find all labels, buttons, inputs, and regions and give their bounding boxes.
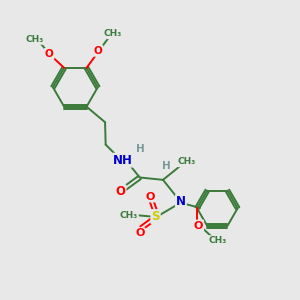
Text: O: O [45,49,54,59]
Text: O: O [116,185,126,198]
Text: S: S [151,210,160,223]
Text: CH₃: CH₃ [178,158,196,166]
Text: O: O [146,192,155,202]
Text: O: O [135,228,145,238]
Text: CH₃: CH₃ [26,35,44,44]
Text: CH₃: CH₃ [209,236,227,245]
Text: H: H [136,144,145,154]
Text: CH₃: CH₃ [120,211,138,220]
Text: H: H [162,161,170,171]
Text: CH₃: CH₃ [104,29,122,38]
Text: O: O [194,220,203,230]
Text: O: O [94,46,103,56]
Text: NH: NH [113,154,133,166]
Text: N: N [176,195,186,208]
